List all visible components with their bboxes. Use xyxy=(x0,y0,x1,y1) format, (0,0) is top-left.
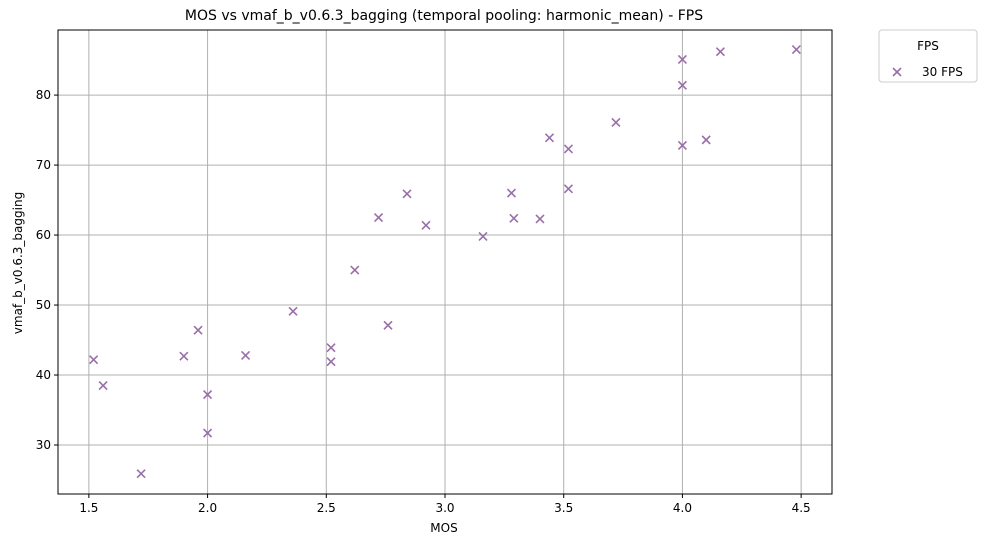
plot-area-frame xyxy=(57,29,833,495)
data-point xyxy=(715,47,725,57)
legend: FPS 30 FPS xyxy=(878,29,978,83)
y-tick-label: 40 xyxy=(36,368,51,382)
data-point xyxy=(98,380,108,391)
data-point xyxy=(509,213,519,223)
data-point xyxy=(288,306,298,316)
data-point xyxy=(193,325,203,335)
data-point xyxy=(383,320,393,330)
data-point xyxy=(791,45,801,55)
data-point xyxy=(535,214,545,224)
data-point xyxy=(563,184,574,194)
y-axis-label: vmaf_b_v0.6.3_bagging xyxy=(11,192,25,334)
y-tick-label: 30 xyxy=(36,438,51,452)
data-points xyxy=(89,45,801,479)
data-point xyxy=(677,140,687,151)
data-point xyxy=(402,189,412,199)
legend-marker-x xyxy=(892,67,902,77)
data-point xyxy=(506,188,517,198)
data-point xyxy=(677,80,687,90)
data-point xyxy=(677,54,687,64)
legend-entry-label: 30 FPS xyxy=(922,65,963,79)
data-point xyxy=(701,135,711,145)
x-tick-label: 4.5 xyxy=(792,501,811,515)
legend-title: FPS xyxy=(917,39,939,53)
data-point xyxy=(203,390,213,400)
data-point xyxy=(478,231,488,242)
x-tick-label: 3.0 xyxy=(435,501,454,515)
y-tick-label: 70 xyxy=(36,158,51,172)
data-point xyxy=(179,351,189,361)
data-point xyxy=(563,144,574,154)
x-tick-label: 3.5 xyxy=(554,501,573,515)
data-point xyxy=(240,350,251,360)
y-tick-label: 60 xyxy=(36,228,51,242)
legend-box xyxy=(878,29,978,83)
grid xyxy=(58,30,832,494)
data-point xyxy=(544,133,555,143)
x-tick-label: 2.5 xyxy=(317,501,336,515)
legend-marker xyxy=(892,67,902,77)
data-point xyxy=(611,117,621,127)
x-tick-label: 1.5 xyxy=(79,501,98,515)
data-point xyxy=(421,220,431,230)
data-point xyxy=(373,212,384,223)
y-tick-label: 50 xyxy=(36,298,51,312)
x-tick-label: 4.0 xyxy=(673,501,692,515)
x-tick-label: 2.0 xyxy=(198,501,217,515)
x-axis-label: MOS xyxy=(430,521,457,535)
chart-title: MOS vs vmaf_b_v0.6.3_bagging (temporal p… xyxy=(185,8,703,24)
y-tick-label: 80 xyxy=(36,88,51,102)
data-point xyxy=(136,469,146,479)
axis-ticks: 1.5 2.0 2.5 3.0 3.5 4.0 4.5 30 40 50 60 70 80 xyxy=(36,88,811,515)
data-point xyxy=(326,343,336,353)
data-point xyxy=(89,355,99,365)
data-point xyxy=(326,357,336,367)
data-point xyxy=(350,265,360,275)
data-point xyxy=(203,428,213,438)
